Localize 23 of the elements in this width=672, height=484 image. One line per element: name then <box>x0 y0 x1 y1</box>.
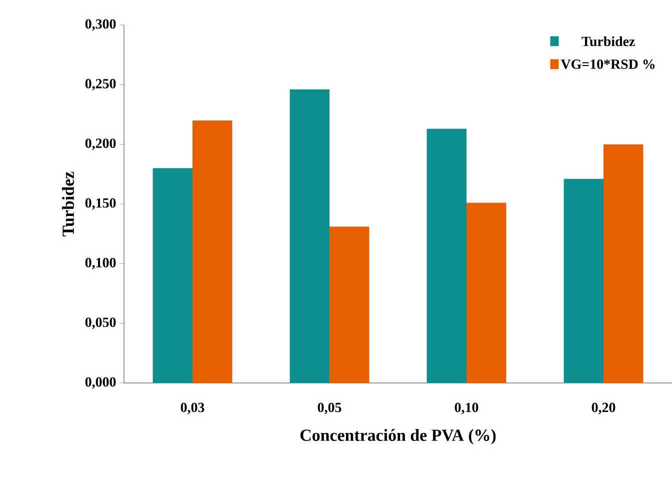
y-tick-label: 0,200 <box>85 138 116 150</box>
bar <box>192 120 232 383</box>
y-tick-label: 0,250 <box>85 78 116 90</box>
y-tick-label: 0,000 <box>85 377 116 389</box>
bar <box>426 128 467 383</box>
y-tick-label: 0,300 <box>85 19 116 31</box>
bar <box>290 89 330 383</box>
bar <box>466 202 506 383</box>
y-tick-label: 0,100 <box>85 258 116 270</box>
y-axis-title: Turbidez <box>62 172 74 236</box>
x-tick-label: 0,05 <box>318 402 342 414</box>
legend-label: VG=10*RSD % <box>560 59 655 69</box>
y-tick-label: 0,050 <box>85 318 116 330</box>
bar <box>152 168 193 383</box>
legend-label: Turbidez <box>582 36 635 46</box>
bar <box>330 226 370 383</box>
x-axis-title: Concentración de PVA (%) <box>300 429 496 444</box>
x-tick-label: 0,10 <box>454 402 478 414</box>
bar <box>604 144 644 383</box>
x-tick-label: 0,20 <box>592 402 616 414</box>
bar <box>564 178 604 383</box>
y-tick-label: 0,150 <box>85 198 116 210</box>
x-tick-label: 0,03 <box>180 402 204 414</box>
